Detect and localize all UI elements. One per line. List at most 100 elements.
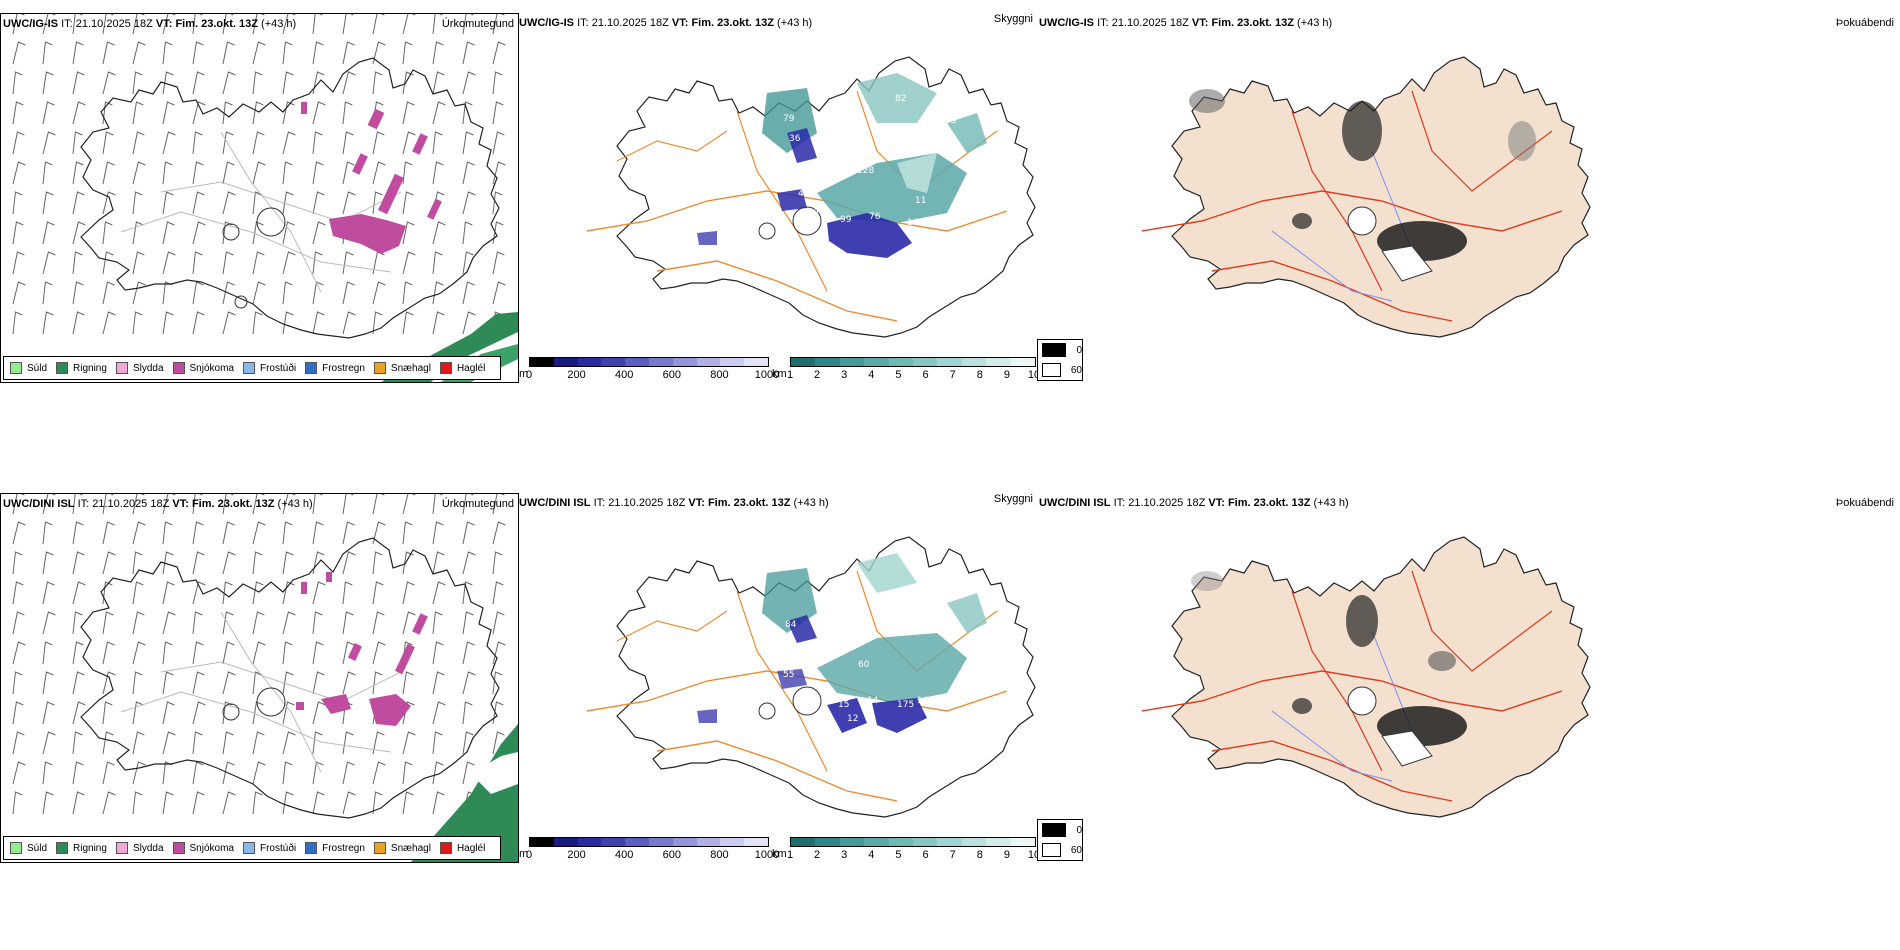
legend-label: Frostúði: [259, 842, 297, 854]
wind-barb: [132, 611, 145, 635]
colorbar-cell: [720, 838, 745, 846]
wind-barb: [432, 761, 444, 785]
wind-barb: [222, 611, 234, 635]
precip-legend: Súld Rigning Slydda Snjókoma Frostúði Frostre…: [3, 836, 502, 860]
wind-barb: [282, 521, 293, 545]
vt-value: Fim. 23.okt. 13Z: [691, 17, 774, 29]
colorbar-cell: [577, 838, 602, 846]
wind-barb: [372, 581, 384, 605]
row1-fog-panel: UWC/IG-IS IT: 21.10.2025 18Z VT: Fim. 23…: [1037, 13, 1900, 381]
colorbar-cell: [937, 358, 962, 366]
snow-areas: [296, 572, 428, 726]
wind-barb: [12, 221, 24, 245]
colorbar-cell: [625, 838, 649, 846]
colorbar-cell: [601, 358, 626, 366]
colorbar-tick: 3: [841, 369, 848, 381]
wind-barb: [462, 101, 473, 125]
wind-barb: [132, 161, 146, 185]
wind-barb: [252, 761, 266, 785]
wind-barb: [72, 761, 84, 785]
panel-header: UWC/IG-IS IT: 21.10.2025 18Z VT: Fim. 23…: [519, 17, 812, 30]
fog-legend-label: 0: [1076, 824, 1082, 836]
map-value-label: 76: [869, 212, 881, 222]
wind-barb: [12, 281, 26, 305]
colorbar-cell: [839, 838, 865, 846]
model-name: UWC/DINI ISL: [1039, 497, 1111, 509]
wind-barb: [132, 494, 145, 515]
wind-barb: [492, 521, 506, 545]
model-name: UWC/DINI ISL: [519, 497, 591, 509]
wind-barb: [492, 101, 504, 125]
wind-barb: [42, 731, 56, 755]
wind-barb: [162, 221, 175, 245]
wind-barb: [192, 191, 205, 215]
legend-label: Snæhagl: [390, 842, 431, 854]
wind-barb: [342, 101, 353, 125]
wind-barb: [342, 731, 354, 755]
wind-barb: [462, 521, 475, 545]
wind-barb: [42, 671, 54, 695]
colorbar-cell: [913, 358, 938, 366]
colorbar-tick: 8: [976, 369, 983, 381]
wind-barb: [72, 611, 83, 635]
row2-fog-panel: UWC/DINI ISL IT: 21.10.2025 18Z VT: Fim.…: [1037, 493, 1900, 861]
wind-barb: [372, 761, 386, 785]
vt-label: VT:: [1191, 17, 1209, 29]
wind-barb: [42, 14, 56, 35]
colorbar-tick: 3: [841, 849, 848, 861]
wind-barb: [72, 551, 85, 575]
ceiling-colorbar-strip: [529, 357, 769, 367]
colorbar-cell: [815, 358, 840, 366]
wind-barb: [192, 41, 204, 65]
wind-barb: [372, 14, 385, 35]
legend-item: Rigning: [56, 362, 107, 374]
wind-barb: [12, 14, 25, 35]
wind-barb: [492, 281, 506, 305]
wind-barb: [282, 101, 295, 125]
fog-legend-label: 0: [1076, 344, 1082, 356]
map-value-label: 11: [915, 196, 926, 206]
legend-item: Snæhagl: [373, 362, 431, 374]
map-value-label: 60: [858, 660, 870, 670]
wind-barb: [72, 281, 84, 305]
wind-barb: [282, 311, 294, 335]
wind-barb: [492, 611, 505, 635]
wind-barb: [402, 131, 416, 155]
colorbar-cell: [625, 358, 649, 366]
wind-barb: [402, 14, 416, 35]
wind-barb: [222, 671, 236, 695]
map-value-label: 12: [847, 714, 858, 724]
wind-barb: [72, 581, 86, 605]
wind-barb: [282, 791, 294, 815]
wind-barb: [342, 41, 355, 65]
map-value-label: 79: [783, 114, 795, 124]
wind-barb: [132, 311, 143, 335]
wind-barb: [162, 131, 176, 155]
colorbar-cell: [864, 358, 889, 366]
colorbar-cell: [601, 838, 626, 846]
wind-barb: [72, 701, 86, 725]
it-value: 21.10.2025 18Z: [1128, 497, 1206, 509]
wind-barbs: [12, 14, 506, 335]
wind-barb: [132, 521, 146, 545]
wind-barb: [42, 221, 55, 245]
wind-barb: [222, 551, 236, 575]
wind-barb: [102, 701, 113, 725]
map-value-label: 55: [783, 670, 794, 680]
wind-barb: [102, 641, 115, 665]
wind-barb: [222, 494, 234, 515]
wind-barb: [462, 191, 476, 215]
wind-barb: [402, 731, 416, 755]
it-value: 21.10.2025 18Z: [75, 18, 153, 30]
wind-barb: [162, 281, 173, 305]
legend-swatch: [172, 362, 185, 374]
colorbar-cell: [553, 838, 578, 846]
wind-barb: [102, 581, 113, 605]
legend-swatch: [439, 842, 452, 854]
wind-barb: [492, 14, 505, 35]
wind-barb: [342, 581, 353, 605]
wind-barb: [282, 41, 293, 65]
fog-legend: 0 60: [1037, 819, 1083, 861]
row1-precip-type-panel: UWC/IG-IS IT: 21.10.2025 18Z VT: Fim. 23…: [0, 13, 519, 383]
wind-barb: [222, 641, 235, 665]
